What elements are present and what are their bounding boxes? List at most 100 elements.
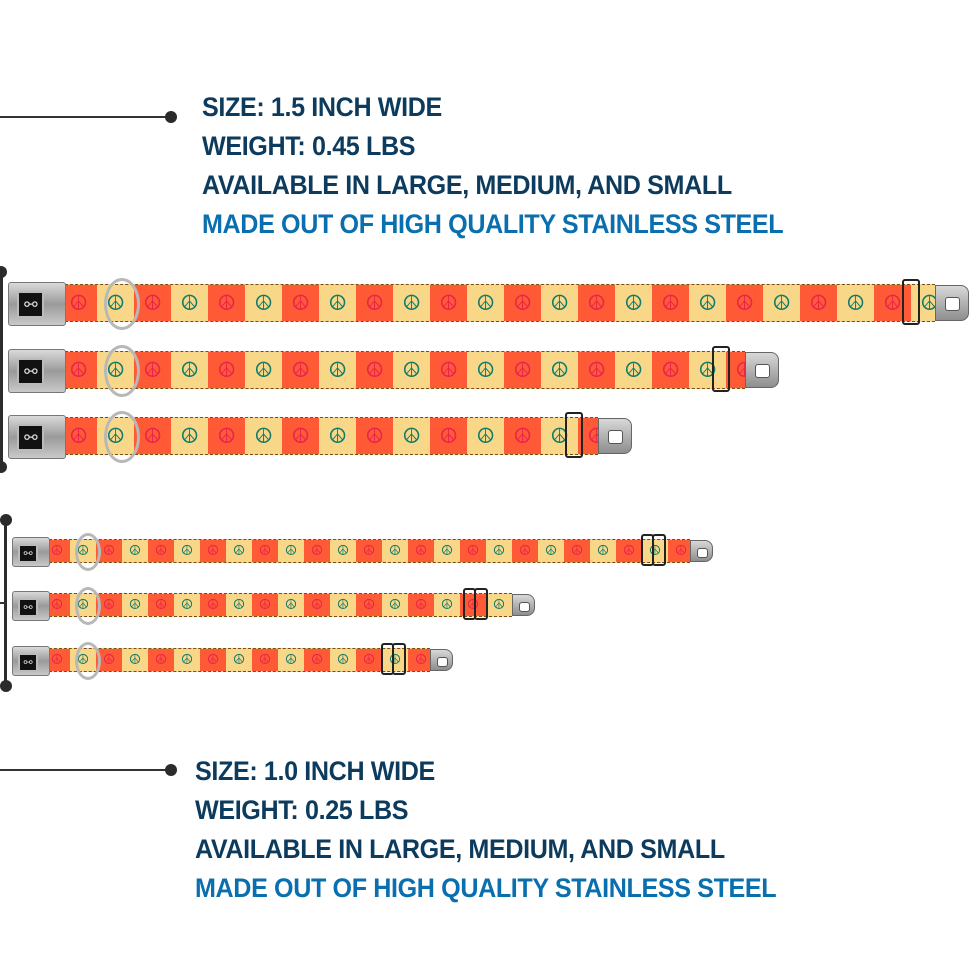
peace-sign-icon: ☮ [615, 285, 652, 321]
peace-sign-icon: ☮ [60, 285, 97, 321]
peace-sign-icon: ☮ [434, 540, 460, 562]
wide-material: MADE OUT OF HIGH QUALITY STAINLESS STEEL [202, 209, 784, 239]
peace-sign-icon: ☮ [200, 649, 226, 671]
strap-slider [652, 534, 667, 566]
peace-sign-icon: ☮ [408, 594, 434, 616]
peace-sign-icon: ☮ [148, 540, 174, 562]
peace-sign-icon: ☮ [171, 418, 208, 454]
d-ring [104, 411, 140, 463]
peace-sign-icon: ☮ [134, 285, 171, 321]
collar-strap: ☮☮☮☮☮☮☮☮☮☮☮☮☮☮☮☮ [44, 648, 430, 672]
narrow-collar-specs: SIZE: 1.0 INCH WIDE WEIGHT: 0.25 LBS AVA… [195, 752, 777, 908]
peace-sign-icon: ☮ [504, 352, 541, 388]
peace-sign-icon: ☮ [382, 540, 408, 562]
peace-sign-icon: ☮ [96, 649, 122, 671]
peace-sign-icon: ☮ [278, 649, 304, 671]
peace-sign-icon: ☮ [578, 285, 615, 321]
collar-strap: ☮☮☮☮☮☮☮☮☮☮☮☮☮☮☮☮☮☮☮☮ [60, 351, 745, 389]
peace-sign-icon: ☮ [486, 594, 512, 616]
peace-sign-icon: ☮ [319, 352, 356, 388]
peace-sign-icon: ☮ [278, 594, 304, 616]
connector-dot-wide [165, 111, 177, 123]
peace-sign-icon: ☮ [200, 594, 226, 616]
seatbelt-buckle[interactable]: ⚯ [8, 349, 66, 393]
peace-sign-icon: ☮ [96, 540, 122, 562]
d-ring [75, 533, 101, 571]
peace-sign-icon: ☮ [44, 649, 70, 671]
peace-sign-icon: ☮ [134, 418, 171, 454]
peace-sign-icon: ☮ [122, 540, 148, 562]
peace-sign-icon: ☮ [122, 594, 148, 616]
peace-sign-icon: ☮ [408, 649, 430, 671]
peace-sign-icon: ☮ [134, 352, 171, 388]
seatbelt-buckle[interactable]: ⚯ [8, 282, 66, 326]
peace-sign-icon: ☮ [564, 540, 590, 562]
d-ring [75, 642, 101, 680]
peace-sign-icon: ☮ [504, 285, 541, 321]
connector-line-narrow [0, 769, 168, 771]
peace-sign-icon: ☮ [382, 594, 408, 616]
peace-sign-icon: ☮ [174, 540, 200, 562]
narrow-size: SIZE: 1.0 INCH WIDE [195, 756, 435, 786]
seatbelt-buckle[interactable]: ⚯ [8, 415, 66, 459]
peace-sign-icon: ☮ [652, 352, 689, 388]
bracket-dot [0, 266, 7, 278]
peace-sign-icon: ☮ [616, 540, 642, 562]
collar-strap: ☮☮☮☮☮☮☮☮☮☮☮☮☮☮☮☮ [60, 417, 598, 455]
bone-icon: ⚯ [18, 597, 38, 617]
peace-sign-icon: ☮ [578, 352, 615, 388]
peace-sign-icon: ☮ [393, 285, 430, 321]
peace-sign-icon: ☮ [282, 418, 319, 454]
bone-icon: ⚯ [18, 543, 38, 563]
narrow-material: MADE OUT OF HIGH QUALITY STAINLESS STEEL [195, 873, 777, 903]
wide-availability: AVAILABLE IN LARGE, MEDIUM, AND SMALL [202, 170, 732, 200]
peace-sign-icon: ☮ [60, 418, 97, 454]
peace-sign-icon: ☮ [278, 540, 304, 562]
peace-sign-icon: ☮ [171, 352, 208, 388]
peace-sign-icon: ☮ [874, 285, 911, 321]
peace-sign-icon: ☮ [96, 594, 122, 616]
narrow-availability: AVAILABLE IN LARGE, MEDIUM, AND SMALL [195, 834, 725, 864]
peace-sign-icon: ☮ [726, 352, 745, 388]
peace-sign-icon: ☮ [467, 352, 504, 388]
peace-sign-icon: ☮ [541, 418, 578, 454]
peace-sign-icon: ☮ [615, 352, 652, 388]
peace-sign-icon: ☮ [504, 418, 541, 454]
peace-sign-icon: ☮ [356, 649, 382, 671]
buckle-tongue [935, 285, 969, 321]
buckle-tongue [598, 418, 632, 454]
collar-strap: ☮☮☮☮☮☮☮☮☮☮☮☮☮☮☮☮☮☮☮ [44, 593, 512, 617]
peace-sign-icon: ☮ [642, 540, 668, 562]
peace-sign-icon: ☮ [208, 418, 245, 454]
bracket-tick [0, 602, 6, 604]
peace-sign-icon: ☮ [60, 352, 97, 388]
seatbelt-buckle[interactable]: ⚯ [12, 591, 50, 621]
seatbelt-buckle[interactable]: ⚯ [12, 646, 50, 676]
peace-sign-icon: ☮ [226, 540, 252, 562]
peace-sign-icon: ☮ [668, 540, 690, 562]
peace-sign-icon: ☮ [330, 649, 356, 671]
peace-sign-icon: ☮ [171, 285, 208, 321]
peace-sign-icon: ☮ [460, 540, 486, 562]
d-ring [75, 587, 101, 625]
peace-sign-icon: ☮ [174, 594, 200, 616]
bone-icon: ⚯ [18, 652, 38, 672]
peace-sign-icon: ☮ [200, 540, 226, 562]
peace-sign-icon: ☮ [282, 285, 319, 321]
buckle-tongue [512, 594, 535, 616]
bone-icon: ⚯ [17, 358, 45, 386]
peace-sign-icon: ☮ [356, 352, 393, 388]
peace-sign-icon: ☮ [486, 540, 512, 562]
seatbelt-buckle[interactable]: ⚯ [12, 537, 50, 567]
wide-size: SIZE: 1.5 INCH WIDE [202, 92, 442, 122]
peace-sign-icon: ☮ [122, 649, 148, 671]
peace-sign-icon: ☮ [208, 352, 245, 388]
peace-sign-icon: ☮ [304, 540, 330, 562]
peace-sign-icon: ☮ [541, 352, 578, 388]
peace-sign-icon: ☮ [245, 285, 282, 321]
collar-strap: ☮☮☮☮☮☮☮☮☮☮☮☮☮☮☮☮☮☮☮☮☮☮☮☮☮ [60, 284, 935, 322]
peace-sign-icon: ☮ [252, 540, 278, 562]
peace-sign-icon: ☮ [245, 418, 282, 454]
strap-slider [474, 588, 489, 620]
peace-sign-icon: ☮ [590, 540, 616, 562]
